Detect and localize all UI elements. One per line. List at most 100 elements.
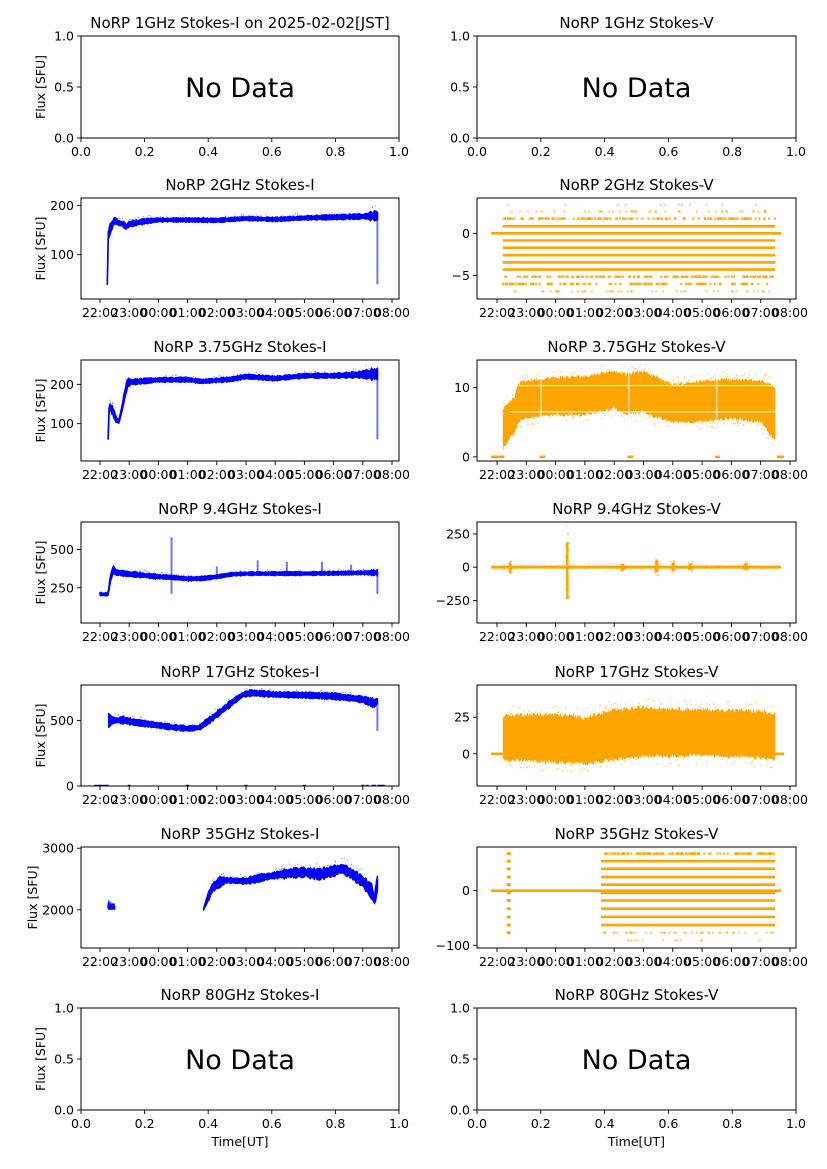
data-point <box>309 864 311 867</box>
level-point <box>764 210 767 213</box>
data-point <box>589 412 591 415</box>
data-point <box>610 368 612 370</box>
data-point <box>763 568 766 570</box>
data-point <box>166 215 168 217</box>
data-point <box>113 904 115 906</box>
level-point <box>609 852 612 855</box>
data-point <box>610 707 612 709</box>
level-point <box>716 852 719 855</box>
data-point <box>113 411 116 413</box>
data-point <box>522 566 525 568</box>
data-point <box>518 763 521 765</box>
data-point <box>765 567 767 570</box>
x-tick-label: 06:00 <box>713 305 749 320</box>
data-point <box>177 217 180 219</box>
level-point <box>619 282 622 286</box>
level-point <box>692 275 695 278</box>
data-point <box>288 868 290 870</box>
data-point <box>531 423 533 425</box>
data-point <box>110 903 112 906</box>
x-tick-label: 08:00 <box>374 629 410 644</box>
subplot-p-375ghz-v: 22:0023:0000:0001:0002:0003:0004:0005:00… <box>454 338 808 482</box>
data-point <box>723 423 726 425</box>
data-point <box>718 564 720 567</box>
data-point <box>119 410 122 412</box>
data-point <box>595 762 597 765</box>
data-point <box>111 903 113 906</box>
level-point <box>661 931 664 934</box>
data-point <box>632 757 634 760</box>
data-point <box>261 872 263 874</box>
level-point <box>718 931 721 934</box>
data-point <box>109 903 112 906</box>
data-point <box>675 759 677 761</box>
flux-band-0 <box>106 210 379 286</box>
subplot-title: NoRP 1GHz Stokes-V <box>559 14 714 32</box>
data-point <box>205 575 208 577</box>
level-point <box>541 290 544 293</box>
data-point <box>713 568 715 571</box>
data-point <box>111 402 114 404</box>
spike-point <box>657 566 660 569</box>
data-point <box>570 764 572 767</box>
data-point <box>545 707 548 710</box>
data-point <box>740 708 743 710</box>
data-layer <box>94 685 385 786</box>
data-point <box>111 903 114 906</box>
level-point <box>614 275 617 278</box>
level-point <box>754 203 757 206</box>
x-tick-label: 0.4 <box>198 144 218 159</box>
data-point <box>506 447 508 449</box>
data-point <box>218 374 221 377</box>
data-point <box>112 903 115 906</box>
x-tick-label: 22:00 <box>82 629 118 644</box>
data-point <box>177 217 179 219</box>
data-point <box>369 880 371 883</box>
x-tick-label: 02:00 <box>199 305 235 320</box>
data-layer <box>107 364 379 440</box>
level-point <box>712 275 715 278</box>
x-tick-label: 1.0 <box>389 1116 409 1131</box>
x-tick-label: 06:00 <box>316 467 352 482</box>
level-point <box>631 290 634 293</box>
level-point <box>709 852 712 855</box>
level-point <box>672 275 675 278</box>
level-point <box>521 282 524 286</box>
spike-point <box>620 569 622 572</box>
data-point <box>520 766 522 769</box>
x-tick-label: 01:00 <box>567 792 603 807</box>
data-layer <box>106 205 379 286</box>
data-point <box>684 380 686 383</box>
data-point <box>339 212 341 214</box>
data-point <box>736 570 739 573</box>
level-point <box>650 282 653 286</box>
data-point <box>294 371 296 373</box>
data-point <box>341 691 343 694</box>
data-point <box>689 380 691 383</box>
column-point <box>506 899 511 903</box>
x-tick-label: 0.2 <box>135 1116 155 1131</box>
data-point <box>139 718 141 720</box>
data-point <box>660 567 663 569</box>
spike-point <box>564 543 567 546</box>
data-point <box>111 904 113 907</box>
data-point <box>700 756 702 758</box>
level-point <box>692 217 695 220</box>
data-point <box>722 421 724 424</box>
data-point <box>594 762 596 765</box>
y-tick-label: 100 <box>50 247 74 262</box>
data-point <box>765 427 767 429</box>
data-point <box>721 758 723 761</box>
data-point <box>202 378 205 381</box>
data-point <box>346 570 349 572</box>
level-point <box>631 931 634 934</box>
data-point <box>558 369 560 372</box>
data-point <box>150 215 152 217</box>
x-tick-label: 06:00 <box>713 629 749 644</box>
level-point <box>771 275 774 278</box>
level-point <box>690 275 693 278</box>
data-point <box>649 417 651 419</box>
data-point <box>553 371 555 374</box>
data-layer <box>491 525 782 600</box>
data-point <box>109 902 112 904</box>
